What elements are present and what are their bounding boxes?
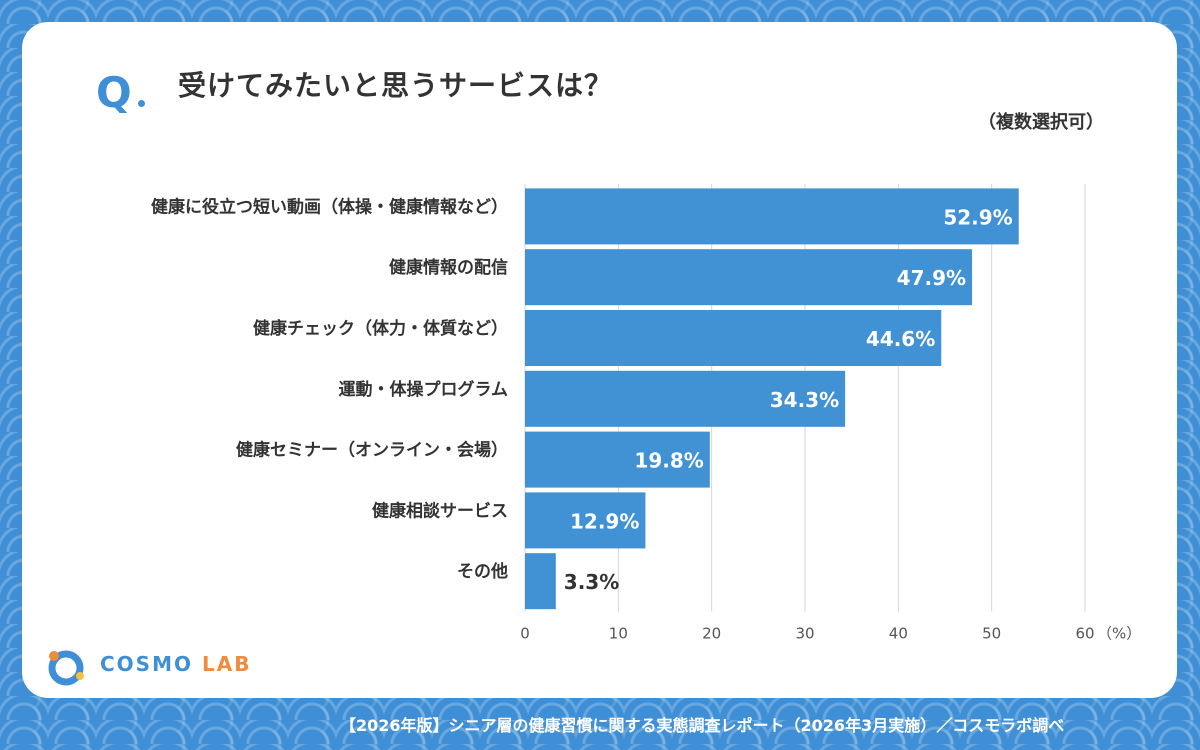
question-mark-label: Q: [96, 68, 132, 117]
category-label: 健康相談サービス: [372, 500, 508, 521]
chart-title: 受けてみたいと思うサービスは？: [178, 69, 614, 102]
value-label: 3.3%: [564, 570, 619, 594]
multiple-choice-note: （複数選択可）: [978, 112, 1104, 133]
category-label: その他: [457, 561, 508, 582]
value-label: 44.6%: [866, 327, 935, 351]
logo-cosmo: COSMO: [100, 652, 193, 676]
logo-text: COSMO LAB: [100, 652, 251, 676]
question-dot: [138, 100, 145, 107]
value-label: 34.3%: [770, 388, 839, 412]
bar: [525, 431, 710, 488]
x-tick-label: 40: [889, 625, 908, 643]
x-tick-label: 0: [520, 625, 530, 643]
cosmo-lab-logo-icon: [48, 650, 84, 686]
bar: [525, 370, 846, 427]
logo-lab: LAB: [201, 652, 252, 676]
value-label: 52.9%: [943, 205, 1012, 229]
bar: [525, 249, 973, 306]
bar: [525, 188, 1019, 245]
x-tick-label: 20: [702, 625, 721, 643]
source-footer: 【2026年版】シニア層の健康習慣に関する実態調査レポート（2026年3月実施）…: [340, 716, 1065, 735]
category-label: 健康チェック（体力・体質など）: [253, 318, 508, 339]
x-axis-unit: （%）: [1097, 625, 1141, 643]
x-tick-label: 50: [982, 625, 1001, 643]
category-label: 健康セミナー（オンライン・会場）: [236, 440, 508, 461]
value-label: 19.8%: [634, 449, 703, 473]
category-label: 健康情報の配信: [389, 257, 508, 278]
category-label: 健康に役立つ短い動画（体操・健康情報など）: [151, 196, 508, 217]
value-label: 12.9%: [570, 509, 639, 533]
bar: [525, 310, 942, 366]
x-tick-label: 60: [1075, 625, 1094, 643]
x-tick-label: 10: [609, 625, 628, 643]
value-label: 47.9%: [897, 266, 966, 290]
category-label: 運動・体操プログラム: [339, 379, 509, 400]
x-tick-label: 30: [795, 625, 814, 643]
bar: [525, 492, 646, 549]
bar: [525, 553, 556, 610]
